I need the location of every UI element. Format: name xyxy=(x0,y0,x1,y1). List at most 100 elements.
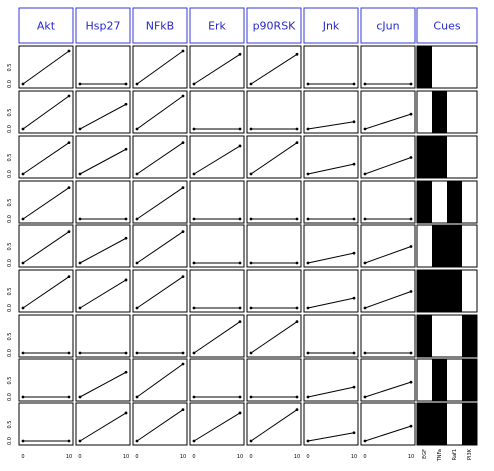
cue-cell-on xyxy=(417,270,432,312)
data-point xyxy=(78,395,82,399)
data-point xyxy=(78,217,82,221)
cue-cell-on xyxy=(447,270,462,312)
series-line xyxy=(193,145,241,175)
panel xyxy=(18,45,74,89)
data-point xyxy=(135,261,139,265)
data-point xyxy=(124,351,128,355)
panel xyxy=(303,180,359,224)
cue-row xyxy=(416,90,478,134)
column-header-label: p90RSK xyxy=(253,20,297,33)
data-point xyxy=(238,261,242,265)
panel xyxy=(246,269,302,313)
panel xyxy=(75,358,131,402)
series-line xyxy=(79,279,127,309)
data-point xyxy=(78,172,82,176)
series-line xyxy=(364,157,412,175)
data-point xyxy=(192,217,196,221)
data-point xyxy=(363,439,367,443)
panel-frame xyxy=(303,90,359,134)
cue-row xyxy=(416,269,478,313)
data-point xyxy=(409,245,413,248)
data-point xyxy=(78,439,82,443)
panel-frame xyxy=(360,90,416,134)
data-point xyxy=(295,395,299,399)
cue-row xyxy=(416,180,478,224)
series-line xyxy=(136,50,184,85)
data-point xyxy=(352,251,356,255)
series-line xyxy=(307,252,355,264)
data-point xyxy=(306,306,310,310)
data-point xyxy=(363,127,367,131)
panel-frame xyxy=(189,180,245,224)
column-header-label: Erk xyxy=(208,20,226,33)
series-line xyxy=(79,237,127,264)
panel-frame xyxy=(189,224,245,268)
panel-frame xyxy=(75,314,131,358)
panel xyxy=(303,269,359,313)
series-line xyxy=(364,291,412,309)
data-point xyxy=(363,82,367,86)
panel-frame xyxy=(303,224,359,268)
panel-frame xyxy=(360,135,416,179)
panel-frame xyxy=(18,314,74,358)
data-point xyxy=(181,408,185,412)
series-line xyxy=(193,412,241,442)
panel xyxy=(246,90,302,134)
data-point xyxy=(306,82,310,86)
series-line xyxy=(79,148,127,175)
data-point xyxy=(295,141,299,145)
data-point xyxy=(238,306,242,310)
column-header-label: Hsp27 xyxy=(86,20,121,33)
panel xyxy=(132,314,188,358)
series-line xyxy=(307,121,355,130)
cue-row xyxy=(416,135,478,179)
cue-label: PI3K xyxy=(467,448,473,460)
data-point xyxy=(249,82,253,86)
series-line xyxy=(250,409,298,442)
data-point xyxy=(135,439,139,443)
x-tick-label: 10 xyxy=(180,454,186,460)
data-point xyxy=(67,275,71,279)
panel-frame xyxy=(75,180,131,224)
data-point xyxy=(135,127,139,131)
panel xyxy=(18,180,74,224)
panel xyxy=(189,314,245,358)
y-tick-label: 0.0 xyxy=(7,259,13,267)
panel-frame xyxy=(303,45,359,89)
panel xyxy=(246,180,302,224)
panel xyxy=(360,45,416,89)
panel xyxy=(303,45,359,89)
panel-frame xyxy=(303,269,359,313)
x-tick-label: 10 xyxy=(408,454,414,460)
series-line xyxy=(307,297,355,309)
cue-cell-on xyxy=(417,315,432,357)
panel xyxy=(132,180,188,224)
y-tick-label: 0.5 xyxy=(7,154,13,162)
data-point xyxy=(21,82,25,86)
data-point xyxy=(135,395,139,399)
y-tick-label: 0.0 xyxy=(7,393,13,401)
series-line xyxy=(22,187,70,220)
data-point xyxy=(409,380,413,384)
data-point xyxy=(181,186,185,190)
panel xyxy=(189,180,245,224)
panel xyxy=(132,135,188,179)
y-tick-label: 0.0 xyxy=(7,80,13,88)
y-tick-label: 0.0 xyxy=(7,349,13,357)
cue-cell-on xyxy=(462,315,477,357)
data-point xyxy=(67,141,71,145)
series-line xyxy=(22,50,70,85)
data-point xyxy=(363,351,367,355)
data-point xyxy=(78,306,82,310)
series-line xyxy=(136,363,184,398)
series-line xyxy=(307,163,355,175)
series-line xyxy=(307,432,355,442)
data-point xyxy=(249,261,253,265)
y-tick-label: 0.5 xyxy=(7,288,13,296)
data-point xyxy=(363,172,367,176)
cue-cell-on xyxy=(417,46,432,88)
data-point xyxy=(124,217,128,221)
data-point xyxy=(78,82,82,86)
x-tick-label: 0 xyxy=(135,454,138,460)
panel-frame xyxy=(18,358,74,402)
